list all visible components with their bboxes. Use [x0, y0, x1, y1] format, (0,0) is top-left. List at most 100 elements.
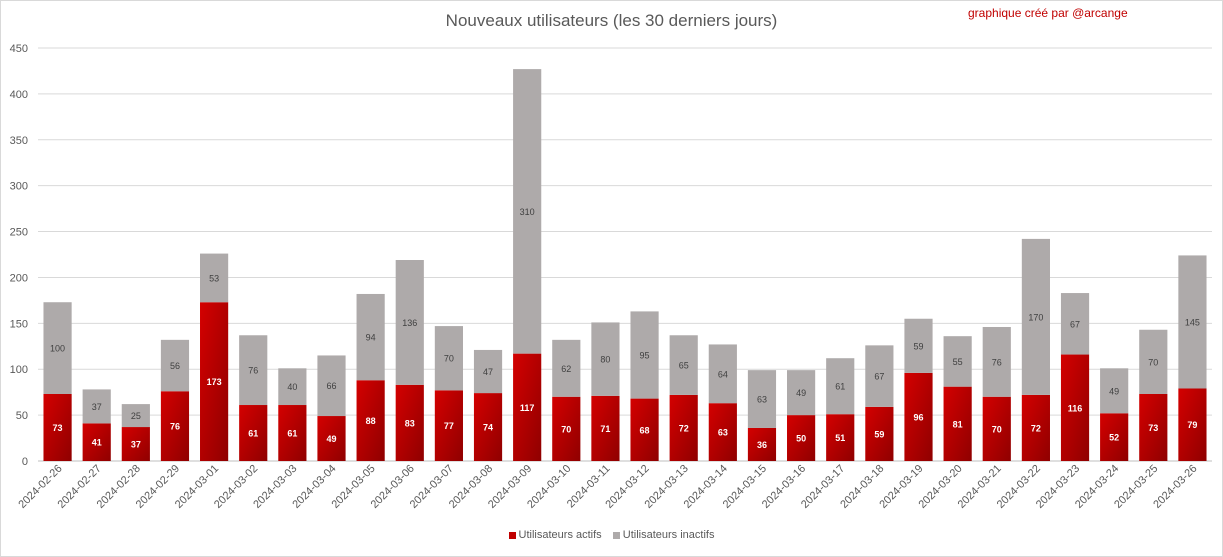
data-label-inactive: 55 [953, 357, 963, 367]
data-label-active: 79 [1187, 420, 1197, 430]
data-label-active: 81 [953, 419, 963, 429]
data-label-active: 173 [207, 377, 222, 387]
bar-inactive [434, 326, 463, 391]
data-label-inactive: 310 [520, 207, 535, 217]
data-label-active: 68 [640, 425, 650, 435]
data-label-inactive: 76 [992, 357, 1002, 367]
data-label-inactive: 59 [913, 341, 923, 351]
bar-active [356, 380, 385, 461]
bar-active [1021, 394, 1050, 461]
bar-active [1178, 388, 1207, 461]
y-tick-label: 200 [10, 272, 28, 284]
y-tick-label: 300 [10, 181, 28, 193]
data-label-inactive: 95 [640, 350, 650, 360]
bar-inactive [865, 345, 894, 407]
data-label-inactive: 65 [679, 361, 689, 371]
bar-inactive [1178, 255, 1207, 389]
data-label-active: 37 [131, 440, 141, 450]
data-label-active: 36 [757, 440, 767, 450]
data-label-inactive: 53 [209, 273, 219, 283]
data-label-active: 73 [1148, 423, 1158, 433]
gridlines [38, 47, 1212, 462]
data-label-active: 76 [170, 422, 180, 432]
bar-inactive [904, 318, 933, 373]
bar-inactive [239, 335, 268, 406]
data-label-inactive: 70 [444, 354, 454, 364]
chart-title: Nouveaux utilisateurs (les 30 derniers j… [445, 11, 778, 30]
bar-active [317, 416, 346, 461]
data-label-active: 63 [718, 428, 728, 438]
y-tick-label: 450 [10, 43, 28, 55]
bar-inactive [787, 370, 816, 416]
data-label-inactive: 56 [170, 361, 180, 371]
data-label-inactive: 67 [874, 372, 884, 382]
data-label-inactive: 145 [1185, 317, 1200, 327]
bar-inactive [1021, 238, 1050, 395]
legend: Utilisateurs actifs Utilisateurs inactif… [0, 529, 1223, 542]
y-tick-label: 400 [10, 89, 28, 101]
data-label-inactive: 49 [1109, 386, 1119, 396]
bar-inactive [552, 339, 581, 397]
data-label-inactive: 47 [483, 367, 493, 377]
bar-active [82, 423, 111, 461]
x-axis: 2024-02-262024-02-272024-02-282024-02-29… [16, 463, 1199, 511]
data-label-inactive: 70 [1148, 357, 1158, 367]
bar-active [591, 395, 620, 461]
bar-active [552, 396, 581, 461]
data-label-inactive: 136 [402, 318, 417, 328]
legend-item-inactive: Utilisateurs inactifs [612, 529, 715, 541]
bar-inactive [513, 69, 542, 354]
bar-active [826, 414, 855, 461]
y-tick-label: 150 [10, 318, 28, 330]
bar-inactive [943, 336, 972, 387]
data-label-active: 116 [1068, 403, 1083, 413]
bar-inactive [200, 253, 229, 303]
bar-active [121, 427, 150, 461]
data-label-inactive: 170 [1028, 312, 1043, 322]
data-label-inactive: 49 [796, 388, 806, 398]
data-label-inactive: 64 [718, 369, 728, 379]
data-label-active: 51 [835, 433, 845, 443]
data-label-inactive: 37 [92, 402, 102, 412]
bar-inactive [121, 404, 150, 428]
bar-active [1139, 394, 1168, 461]
data-label-active: 71 [600, 424, 610, 434]
bar-inactive [160, 339, 190, 392]
data-label-inactive: 80 [600, 355, 610, 365]
bars: 73 100 41 37 37 25 76 56 173 53 61 76 61 40 49 66 88 94 83… [43, 69, 1207, 461]
bar-active [787, 415, 816, 461]
bar-inactive [82, 389, 111, 424]
data-label-inactive: 61 [835, 382, 845, 392]
legend-label-active: Utilisateurs actifs [518, 529, 602, 541]
bar-inactive [1100, 368, 1129, 414]
bar-active [669, 394, 698, 461]
y-tick-label: 50 [16, 410, 28, 422]
data-label-active: 61 [287, 429, 297, 439]
bar-active [904, 372, 933, 461]
bar-active [1060, 354, 1090, 461]
data-label-active: 96 [913, 412, 923, 422]
data-label-active: 70 [561, 424, 571, 434]
bar-inactive [278, 368, 307, 406]
chart-credit: graphique créé par @arcange [968, 6, 1128, 20]
data-label-active: 70 [992, 424, 1002, 434]
data-label-active: 72 [679, 423, 689, 433]
legend-label-inactive: Utilisateurs inactifs [622, 529, 715, 541]
y-tick-label: 0 [22, 456, 28, 468]
bar-active [982, 396, 1011, 461]
bar-inactive [826, 358, 855, 415]
bar-active [747, 427, 777, 461]
bar-inactive [356, 293, 385, 381]
data-label-active: 77 [444, 421, 454, 431]
bar-inactive [317, 355, 346, 417]
bar-inactive [669, 335, 698, 395]
bar-active [1100, 413, 1129, 461]
bar-active [943, 386, 972, 461]
y-axis: 0 50 100 150 200 250 300 350 400 450 [10, 43, 28, 468]
bar-inactive [1139, 329, 1168, 395]
data-label-inactive: 25 [131, 411, 141, 421]
data-label-active: 59 [874, 429, 884, 439]
legend-swatch-inactive [612, 531, 620, 539]
data-label-inactive: 40 [287, 382, 297, 392]
bar-inactive [630, 311, 659, 399]
